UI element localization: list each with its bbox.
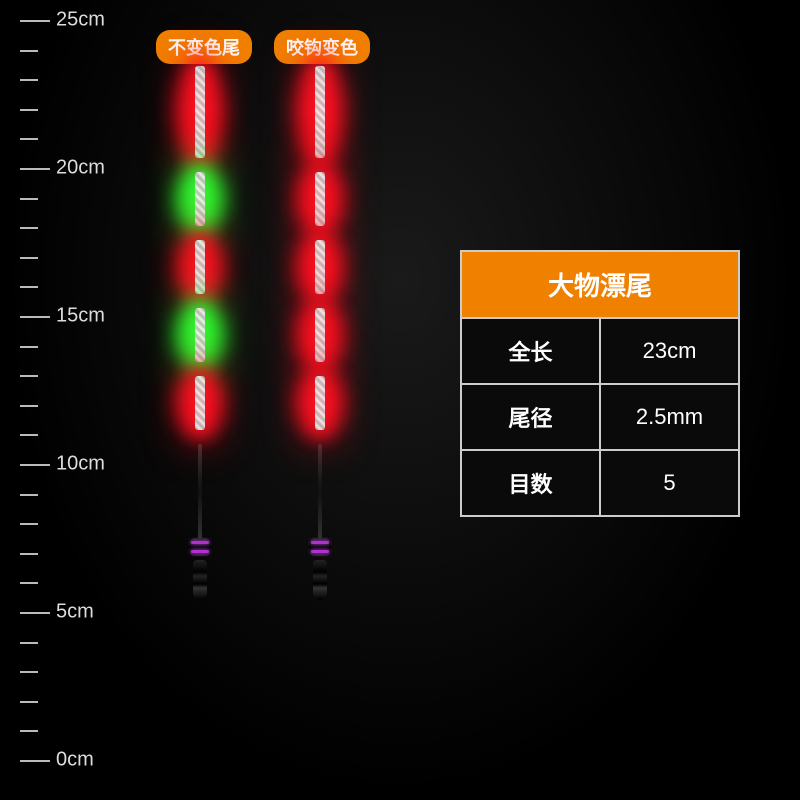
ruler-tick-minor (20, 523, 38, 525)
float-column-left (170, 66, 230, 600)
float-segment (315, 240, 325, 294)
spec-label: 目数 (461, 450, 600, 516)
float-segment (195, 308, 205, 362)
segment-core (315, 240, 325, 294)
connector (193, 560, 207, 600)
spec-table-header: 大物漂尾 (461, 251, 739, 318)
ruler-tick-minor (20, 138, 38, 140)
ruler-tick-minor (20, 227, 38, 229)
ruler-tick-minor (20, 257, 38, 259)
float-segment (195, 172, 205, 226)
ruler-tick-minor (20, 50, 38, 52)
stem-joint (309, 538, 331, 556)
spec-value: 2.5mm (600, 384, 739, 450)
float-segment (315, 376, 325, 430)
badge-fixed-color: 不变色尾 (156, 30, 252, 64)
ruler-tick-minor (20, 642, 38, 644)
ruler-tick-minor (20, 405, 38, 407)
float-column-right (290, 66, 350, 600)
segment-core (195, 308, 205, 362)
ruler-tick-minor (20, 582, 38, 584)
segment-core (195, 240, 205, 294)
table-row: 目数 5 (461, 450, 739, 516)
segment-core (315, 376, 325, 430)
floats-area: 不变色尾 咬钩变色 (150, 30, 390, 770)
table-row: 全长 23cm (461, 318, 739, 384)
ruler: 25cm20cm15cm10cm5cm0cm (20, 20, 100, 760)
segment-core (195, 66, 205, 158)
ruler-tick-minor (20, 671, 38, 673)
ruler-label: 20cm (56, 157, 105, 180)
float-segment (315, 308, 325, 362)
ruler-tick-major (20, 316, 50, 318)
ruler-label: 5cm (56, 601, 94, 624)
table-row: 尾径 2.5mm (461, 384, 739, 450)
ruler-label: 0cm (56, 749, 94, 772)
ruler-label: 15cm (56, 305, 105, 328)
stem-joint (189, 538, 211, 556)
spec-value: 5 (600, 450, 739, 516)
float-segment (195, 376, 205, 430)
float-stem (198, 444, 202, 540)
ruler-tick-minor (20, 701, 38, 703)
ruler-tick-minor (20, 198, 38, 200)
ruler-tick-minor (20, 553, 38, 555)
segment-core (315, 172, 325, 226)
ruler-tick-minor (20, 494, 38, 496)
segment-core (195, 172, 205, 226)
spec-value: 23cm (600, 318, 739, 384)
badge-label: 咬钩变色 (286, 38, 358, 58)
float-stem (318, 444, 322, 540)
spec-label: 全长 (461, 318, 600, 384)
ruler-tick-minor (20, 375, 38, 377)
ruler-tick-major (20, 464, 50, 466)
segment-core (315, 66, 325, 158)
ruler-tick-minor (20, 286, 38, 288)
spec-table: 大物漂尾 全长 23cm 尾径 2.5mm 目数 5 (460, 250, 740, 517)
ruler-tick-minor (20, 79, 38, 81)
ruler-tick-minor (20, 346, 38, 348)
ruler-tick-minor (20, 434, 38, 436)
ruler-tick-major (20, 612, 50, 614)
ruler-tick-major (20, 20, 50, 22)
ruler-tick-minor (20, 730, 38, 732)
float-segment (195, 66, 205, 158)
ruler-tick-major (20, 168, 50, 170)
badge-bite-color: 咬钩变色 (274, 30, 370, 64)
segment-core (195, 376, 205, 430)
ruler-label: 25cm (56, 9, 105, 32)
ruler-label: 10cm (56, 453, 105, 476)
connector (313, 560, 327, 600)
spec-label: 尾径 (461, 384, 600, 450)
spec-title: 大物漂尾 (548, 271, 652, 301)
badge-label: 不变色尾 (168, 38, 240, 58)
float-segment (195, 240, 205, 294)
ruler-tick-minor (20, 109, 38, 111)
float-segment (315, 66, 325, 158)
segment-core (315, 308, 325, 362)
ruler-tick-major (20, 760, 50, 762)
float-segment (315, 172, 325, 226)
